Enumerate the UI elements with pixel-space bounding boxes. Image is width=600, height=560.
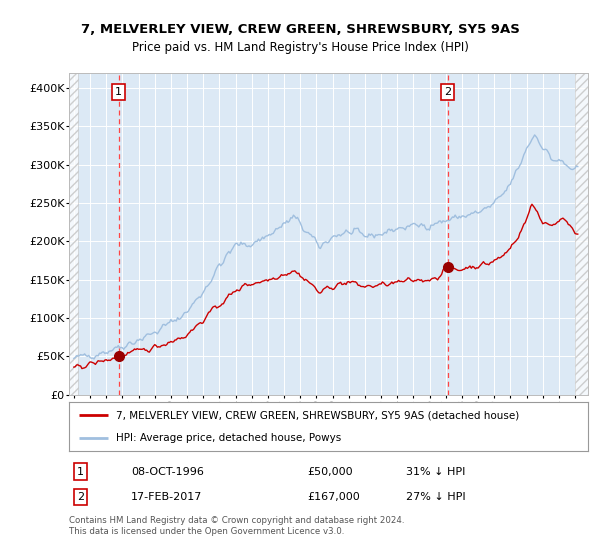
Text: 17-FEB-2017: 17-FEB-2017 [131,492,203,502]
Text: 31% ↓ HPI: 31% ↓ HPI [406,466,466,477]
Text: £167,000: £167,000 [308,492,361,502]
Text: 27% ↓ HPI: 27% ↓ HPI [406,492,466,502]
Text: 2: 2 [444,87,451,97]
Text: 7, MELVERLEY VIEW, CREW GREEN, SHREWSBURY, SY5 9AS: 7, MELVERLEY VIEW, CREW GREEN, SHREWSBUR… [80,23,520,36]
Text: £50,000: £50,000 [308,466,353,477]
Text: 08-OCT-1996: 08-OCT-1996 [131,466,204,477]
Text: Contains HM Land Registry data © Crown copyright and database right 2024.
This d: Contains HM Land Registry data © Crown c… [69,516,404,536]
Text: 2: 2 [77,492,84,502]
Text: Price paid vs. HM Land Registry's House Price Index (HPI): Price paid vs. HM Land Registry's House … [131,40,469,54]
Text: 7, MELVERLEY VIEW, CREW GREEN, SHREWSBURY, SY5 9AS (detached house): 7, MELVERLEY VIEW, CREW GREEN, SHREWSBUR… [116,410,519,421]
Text: HPI: Average price, detached house, Powys: HPI: Average price, detached house, Powy… [116,433,341,444]
Text: 1: 1 [77,466,84,477]
Text: 1: 1 [115,87,122,97]
